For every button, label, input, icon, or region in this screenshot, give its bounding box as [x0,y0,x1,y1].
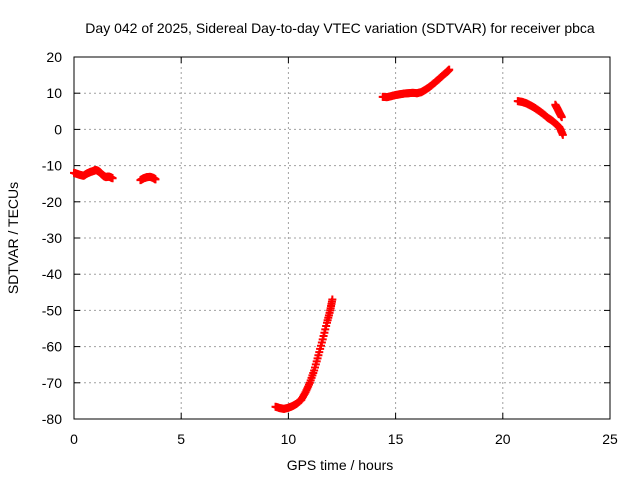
series-segment-1 [70,165,117,183]
data-point [557,113,566,122]
y-tick-label: -20 [42,194,62,210]
x-tick-label: 25 [602,431,618,447]
x-axis-label: GPS time / hours [287,457,394,473]
x-tick-label: 5 [177,431,185,447]
x-tick-label: 20 [495,431,511,447]
y-tick-label: -10 [42,158,62,174]
y-tick-label: -30 [42,230,62,246]
y-tick-label: 10 [46,85,62,101]
y-tick-label: 20 [46,49,62,65]
grid [74,57,610,419]
x-tick-labels: 0 5 10 15 20 25 [70,431,618,447]
series-segment-2 [136,172,160,185]
y-tick-label: -70 [42,375,62,391]
y-tick-label: 0 [54,121,62,137]
data-point [108,174,117,183]
series-segment-3 [271,295,337,413]
data-points [70,65,567,413]
data-point [151,175,160,184]
chart-title: Day 042 of 2025, Sidereal Day-to-day VTE… [85,20,595,36]
x-tick-label: 0 [70,431,78,447]
series-segment-5 [513,97,567,139]
data-point [445,65,454,74]
x-tick-label: 10 [281,431,297,447]
y-axis-label: SDTVAR / TECUs [5,182,21,294]
series-segment-4 [378,65,454,102]
data-point [328,295,337,304]
y-tick-label: -80 [42,411,62,427]
axis-ticks [73,56,611,420]
y-tick-label: -50 [42,302,62,318]
y-tick-labels: -80 -70 -60 -50 -40 -30 -20 -10 0 10 20 [42,49,62,427]
y-tick-label: -60 [42,339,62,355]
data-point [558,130,567,139]
series-segment-6 [551,100,566,122]
y-tick-label: -40 [42,266,62,282]
x-tick-label: 15 [388,431,404,447]
